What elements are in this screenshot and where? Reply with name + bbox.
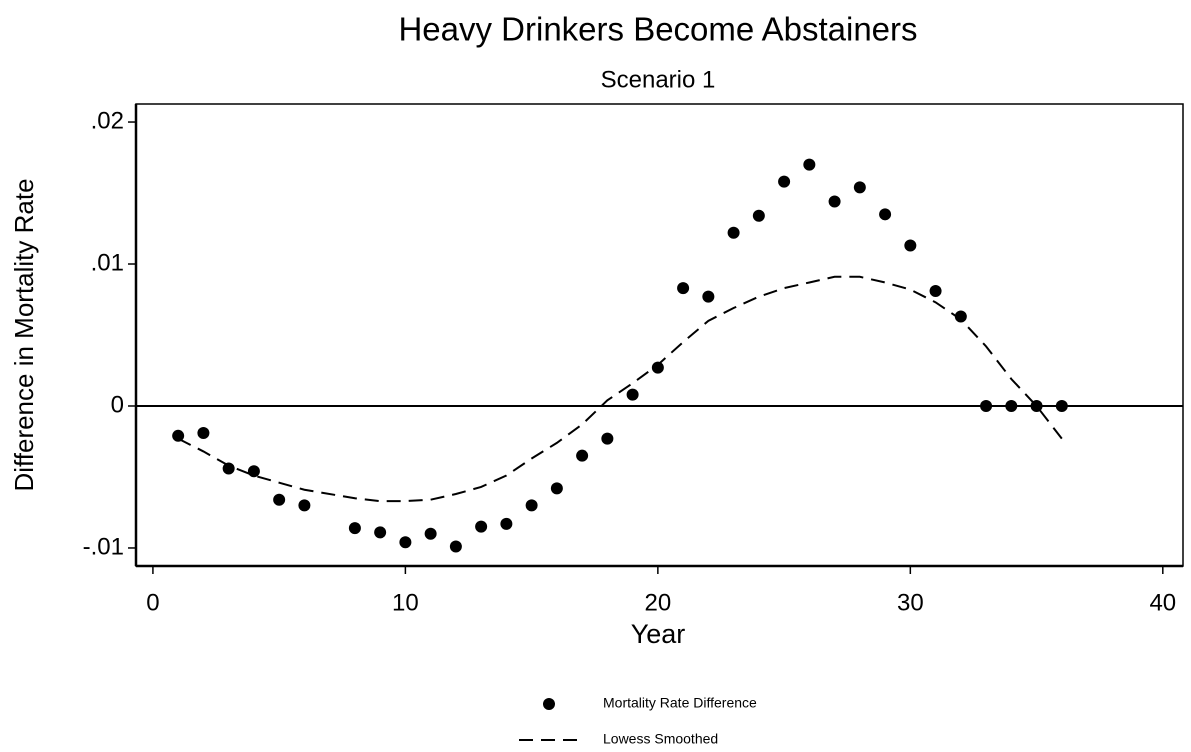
data-point [752, 209, 765, 222]
data-point [247, 465, 260, 478]
data-point [374, 526, 387, 539]
data-point [727, 226, 740, 239]
data-point [879, 208, 892, 221]
data-point [172, 429, 185, 442]
data-point [853, 181, 866, 194]
data-point [500, 517, 513, 530]
data-point [348, 522, 361, 535]
y-tick-label: .02 [91, 107, 124, 134]
data-point [273, 493, 286, 506]
data-point [550, 482, 563, 495]
legend-label: Lowess Smoothed [603, 731, 718, 747]
data-point [980, 399, 993, 412]
data-point [803, 158, 816, 171]
data-point [576, 449, 589, 462]
x-tick-label: 0 [146, 589, 159, 616]
data-point [601, 432, 614, 445]
y-tick-label: .01 [91, 249, 124, 276]
data-point [399, 536, 412, 549]
data-point [904, 239, 917, 252]
data-point [677, 282, 690, 295]
y-tick-label: 0 [111, 391, 124, 418]
data-point [778, 175, 791, 188]
data-point [651, 361, 664, 374]
x-tick-label: 10 [392, 589, 419, 616]
chart-title: Heavy Drinkers Become Abstainers [398, 11, 917, 48]
data-point [424, 527, 437, 540]
data-point [828, 195, 841, 208]
data-point [929, 284, 942, 297]
data-point [626, 388, 639, 401]
x-tick-label: 20 [645, 589, 672, 616]
data-point [298, 499, 311, 512]
legend-swatch [543, 698, 555, 710]
data-point [525, 499, 538, 512]
y-axis-label: Difference in Mortality Rate [9, 178, 39, 491]
chart-subtitle: Scenario 1 [601, 66, 716, 93]
x-tick-label: 40 [1149, 589, 1176, 616]
lowess-line [177, 275, 1063, 503]
data-point [1055, 399, 1068, 412]
data-point [197, 426, 210, 439]
data-point [954, 310, 967, 323]
legend-label: Mortality Rate Difference [603, 695, 757, 711]
data-point [1005, 399, 1018, 412]
data-point [702, 290, 715, 303]
x-tick-label: 30 [897, 589, 924, 616]
y-tick-label: -.01 [83, 533, 124, 560]
data-point [222, 462, 235, 475]
x-axis-label: Year [631, 619, 686, 649]
data-point [475, 520, 488, 533]
data-point [449, 540, 462, 553]
